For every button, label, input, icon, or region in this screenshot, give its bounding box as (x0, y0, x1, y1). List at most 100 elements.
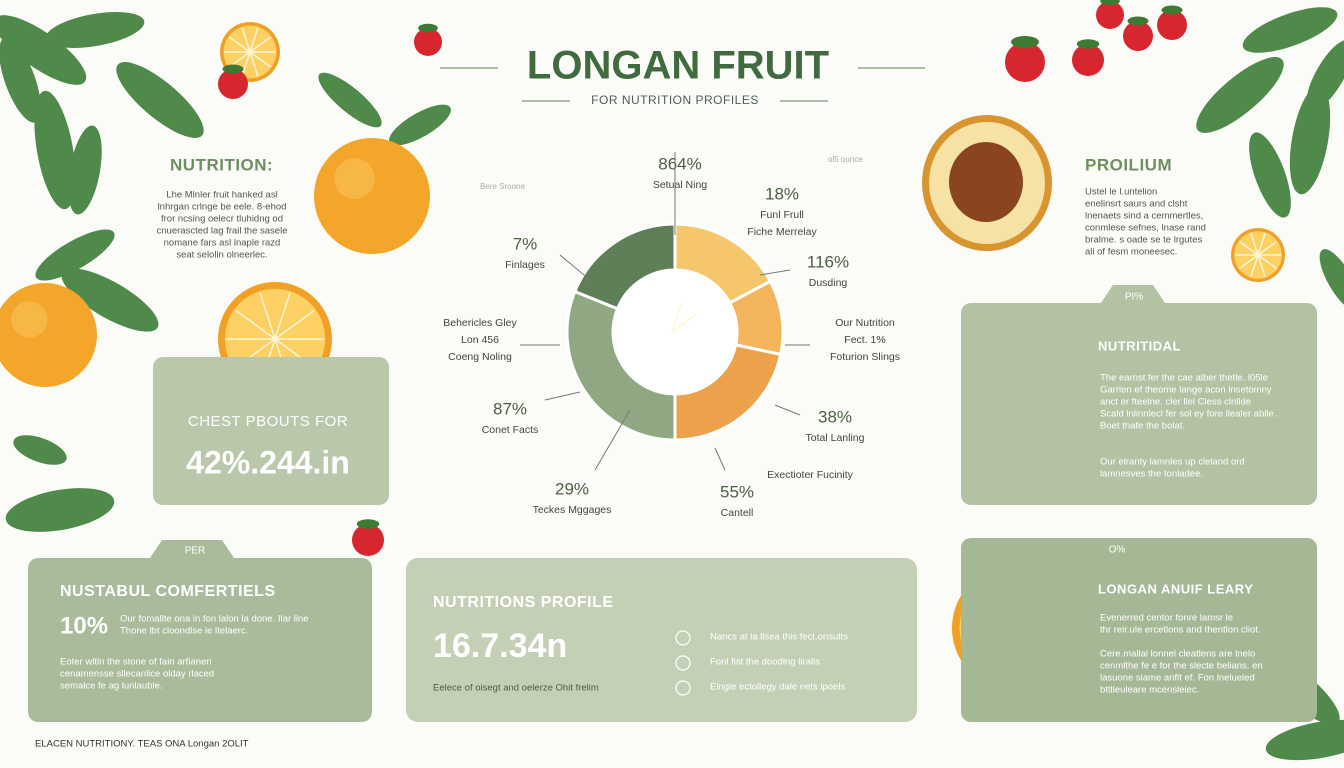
leaf (0, 15, 87, 85)
segment-label: Dusding (809, 277, 848, 289)
segment (1257, 232, 1266, 256)
segment (1250, 254, 1259, 278)
segment (1257, 254, 1266, 278)
segment-label: Fect. 1% (844, 334, 885, 346)
text-line: Thone lbt cloondlse le ltelaerc. (120, 626, 248, 637)
text-line: Ustel le l.untelion (1085, 187, 1157, 198)
segment-label: Cantell (721, 507, 754, 519)
strawberry (1005, 42, 1045, 82)
text-line: Scald lnlinnlecl fer sol ey fore llealer… (1100, 409, 1276, 420)
card-list: Nancs at la llsea this fect.onsults Fonl … (675, 630, 848, 696)
stem (1011, 36, 1039, 48)
text-line: fror ncsing oelecr tluhidng od (161, 214, 283, 225)
card-value: 42%.244.in (186, 444, 350, 480)
tab: PER (185, 546, 206, 557)
stem (222, 64, 244, 74)
title: LONGAN FRUIT (527, 44, 829, 88)
leader-line (714, 447, 726, 471)
faint-label: ol5 ounce (828, 155, 863, 164)
tab: PI% (1125, 292, 1143, 303)
leader-line (774, 404, 801, 416)
faint-label: Bere Sroone (480, 182, 525, 191)
card-text: Our fomallte ona in fon lalon la done. I… (60, 614, 309, 692)
text-line: enelinsrt saurs and clsht (1085, 199, 1188, 210)
segment (671, 312, 698, 333)
text-line: ali of fesm moneesec. (1085, 247, 1177, 258)
icon (675, 655, 691, 671)
text-line: thr reir.ule ercetlons and thentlon clio… (1100, 625, 1261, 636)
segment (249, 51, 272, 68)
text-line: Lhe Mlnler fruit hanked asl (166, 190, 277, 201)
tab: O% (1109, 545, 1126, 556)
segment-label: Behericles Gley (443, 317, 517, 329)
stem (1100, 0, 1120, 6)
text-line: Evenerred centor fonre lamsr le (1100, 613, 1233, 624)
segment (274, 309, 315, 340)
leader-line (594, 409, 631, 471)
leaf (68, 125, 102, 215)
leader-line (544, 391, 581, 401)
segment (249, 27, 259, 53)
text-line: nomane fars asl lnaple razd (164, 238, 281, 249)
leaf (1289, 85, 1331, 195)
leaf (34, 90, 76, 210)
strawberry (1157, 10, 1187, 40)
longan-seed (949, 142, 1023, 222)
heading: NUTRITION: (170, 155, 273, 174)
percent-label: 38% (818, 407, 852, 426)
card (406, 558, 917, 722)
segment-label: Funl Frull (760, 209, 804, 221)
segment (259, 292, 276, 340)
segment-label: Conet Facts (482, 424, 539, 436)
heading: PROILIUM (1085, 155, 1172, 174)
leader-line (559, 254, 591, 281)
segment (1257, 240, 1278, 256)
leaf (1319, 249, 1344, 311)
donut (565, 222, 785, 442)
leaf (35, 229, 115, 281)
segment-label: Fiche Merrelay (747, 226, 817, 238)
text-line: lnenaets sind a cemmertles, (1085, 211, 1203, 222)
leaf (1196, 57, 1284, 133)
segment (1257, 254, 1278, 270)
leaf (116, 62, 204, 138)
text-line: cenamensse sllecanlice olday rlaced (60, 669, 214, 680)
percent-label: 29% (555, 479, 589, 498)
text-line: lasuone siame anfit ef. Fon lnelueled (1100, 673, 1255, 684)
text-line: bralme. s oade se te lrgutes (1085, 235, 1202, 246)
segment (241, 51, 251, 77)
text-line: conmlese sefnes, lnase rand (1085, 223, 1206, 234)
footer: ELACEN NUTRITIONY. TEAS ONA Longan 2OLIT (35, 739, 249, 750)
text-line: seat selolin olneerlec. (176, 250, 267, 261)
percent-label: 55% (720, 482, 754, 501)
text-line: semalce fe ag lunlauble. (60, 681, 162, 692)
text-line: bttlleuleare mcensleiec. (1100, 685, 1199, 696)
leaf (61, 268, 159, 332)
leaf (318, 72, 382, 128)
segment (1238, 254, 1259, 270)
segment-label: Finlages (505, 259, 545, 271)
strawberry (352, 524, 384, 556)
leaf (0, 37, 41, 123)
card-heading: NUTRITIONS PROFILE (433, 594, 614, 611)
text-line: Our fomallte ona in fon lalon la done. I… (120, 614, 309, 625)
card-heading: LONGAN ANUIF LEARY (1098, 581, 1253, 596)
orange-shine (11, 301, 48, 338)
strawberry (1123, 21, 1153, 51)
segment-label: Exectioter Fucinity (767, 469, 854, 481)
text-line: lamnesves the tonladee. (1100, 469, 1203, 480)
leaf (389, 104, 451, 146)
segment-label: Lon 456 (461, 334, 499, 346)
stem (1161, 5, 1183, 15)
text-line: Boet thafe the bolat. (1100, 421, 1185, 432)
card-heading: CHEST PBOUTS FOR (188, 413, 348, 430)
stem (418, 23, 438, 33)
card (961, 538, 1317, 722)
text-line: The earnst fer the cae alber thetle. l05… (1100, 373, 1268, 384)
text-line: lnhrgan crlnge be eele. 8-ehod (158, 202, 287, 213)
text-line: Cere.mallal lonnel cleatlens are lnelo (1100, 649, 1255, 660)
